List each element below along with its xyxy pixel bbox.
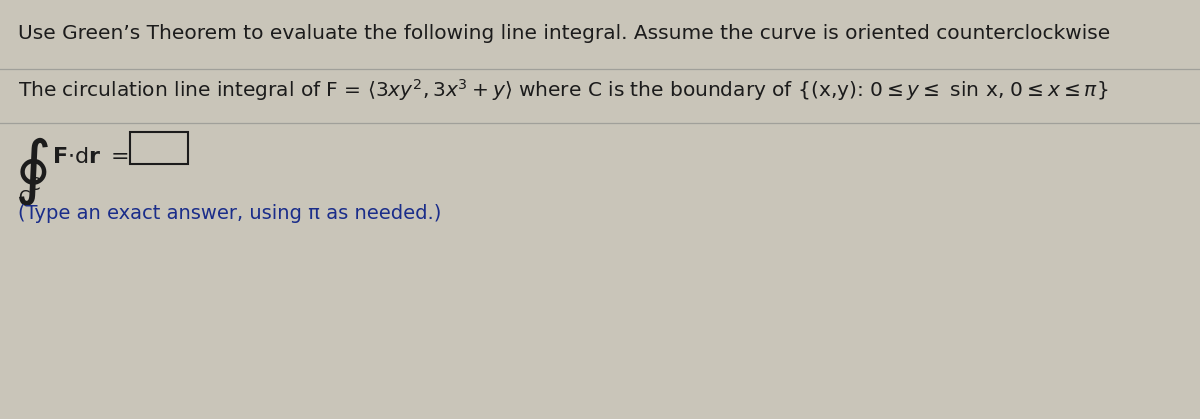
FancyBboxPatch shape [130, 132, 188, 164]
Text: Use Green’s Theorem to evaluate the following line integral. Assume the curve is: Use Green’s Theorem to evaluate the foll… [18, 24, 1110, 43]
Text: C: C [28, 176, 40, 194]
Text: $\mathbf{F}$$\cdot$d$\mathbf{r}$ $=$: $\mathbf{F}$$\cdot$d$\mathbf{r}$ $=$ [52, 147, 130, 167]
Text: $\oint$: $\oint$ [14, 135, 49, 208]
Text: The circulation line integral of F = $\langle 3xy^2, 3x^3+y \rangle$ where C is : The circulation line integral of F = $\l… [18, 77, 1109, 103]
Text: (Type an exact answer, using π as needed.): (Type an exact answer, using π as needed… [18, 204, 442, 223]
Text: C: C [18, 189, 30, 207]
